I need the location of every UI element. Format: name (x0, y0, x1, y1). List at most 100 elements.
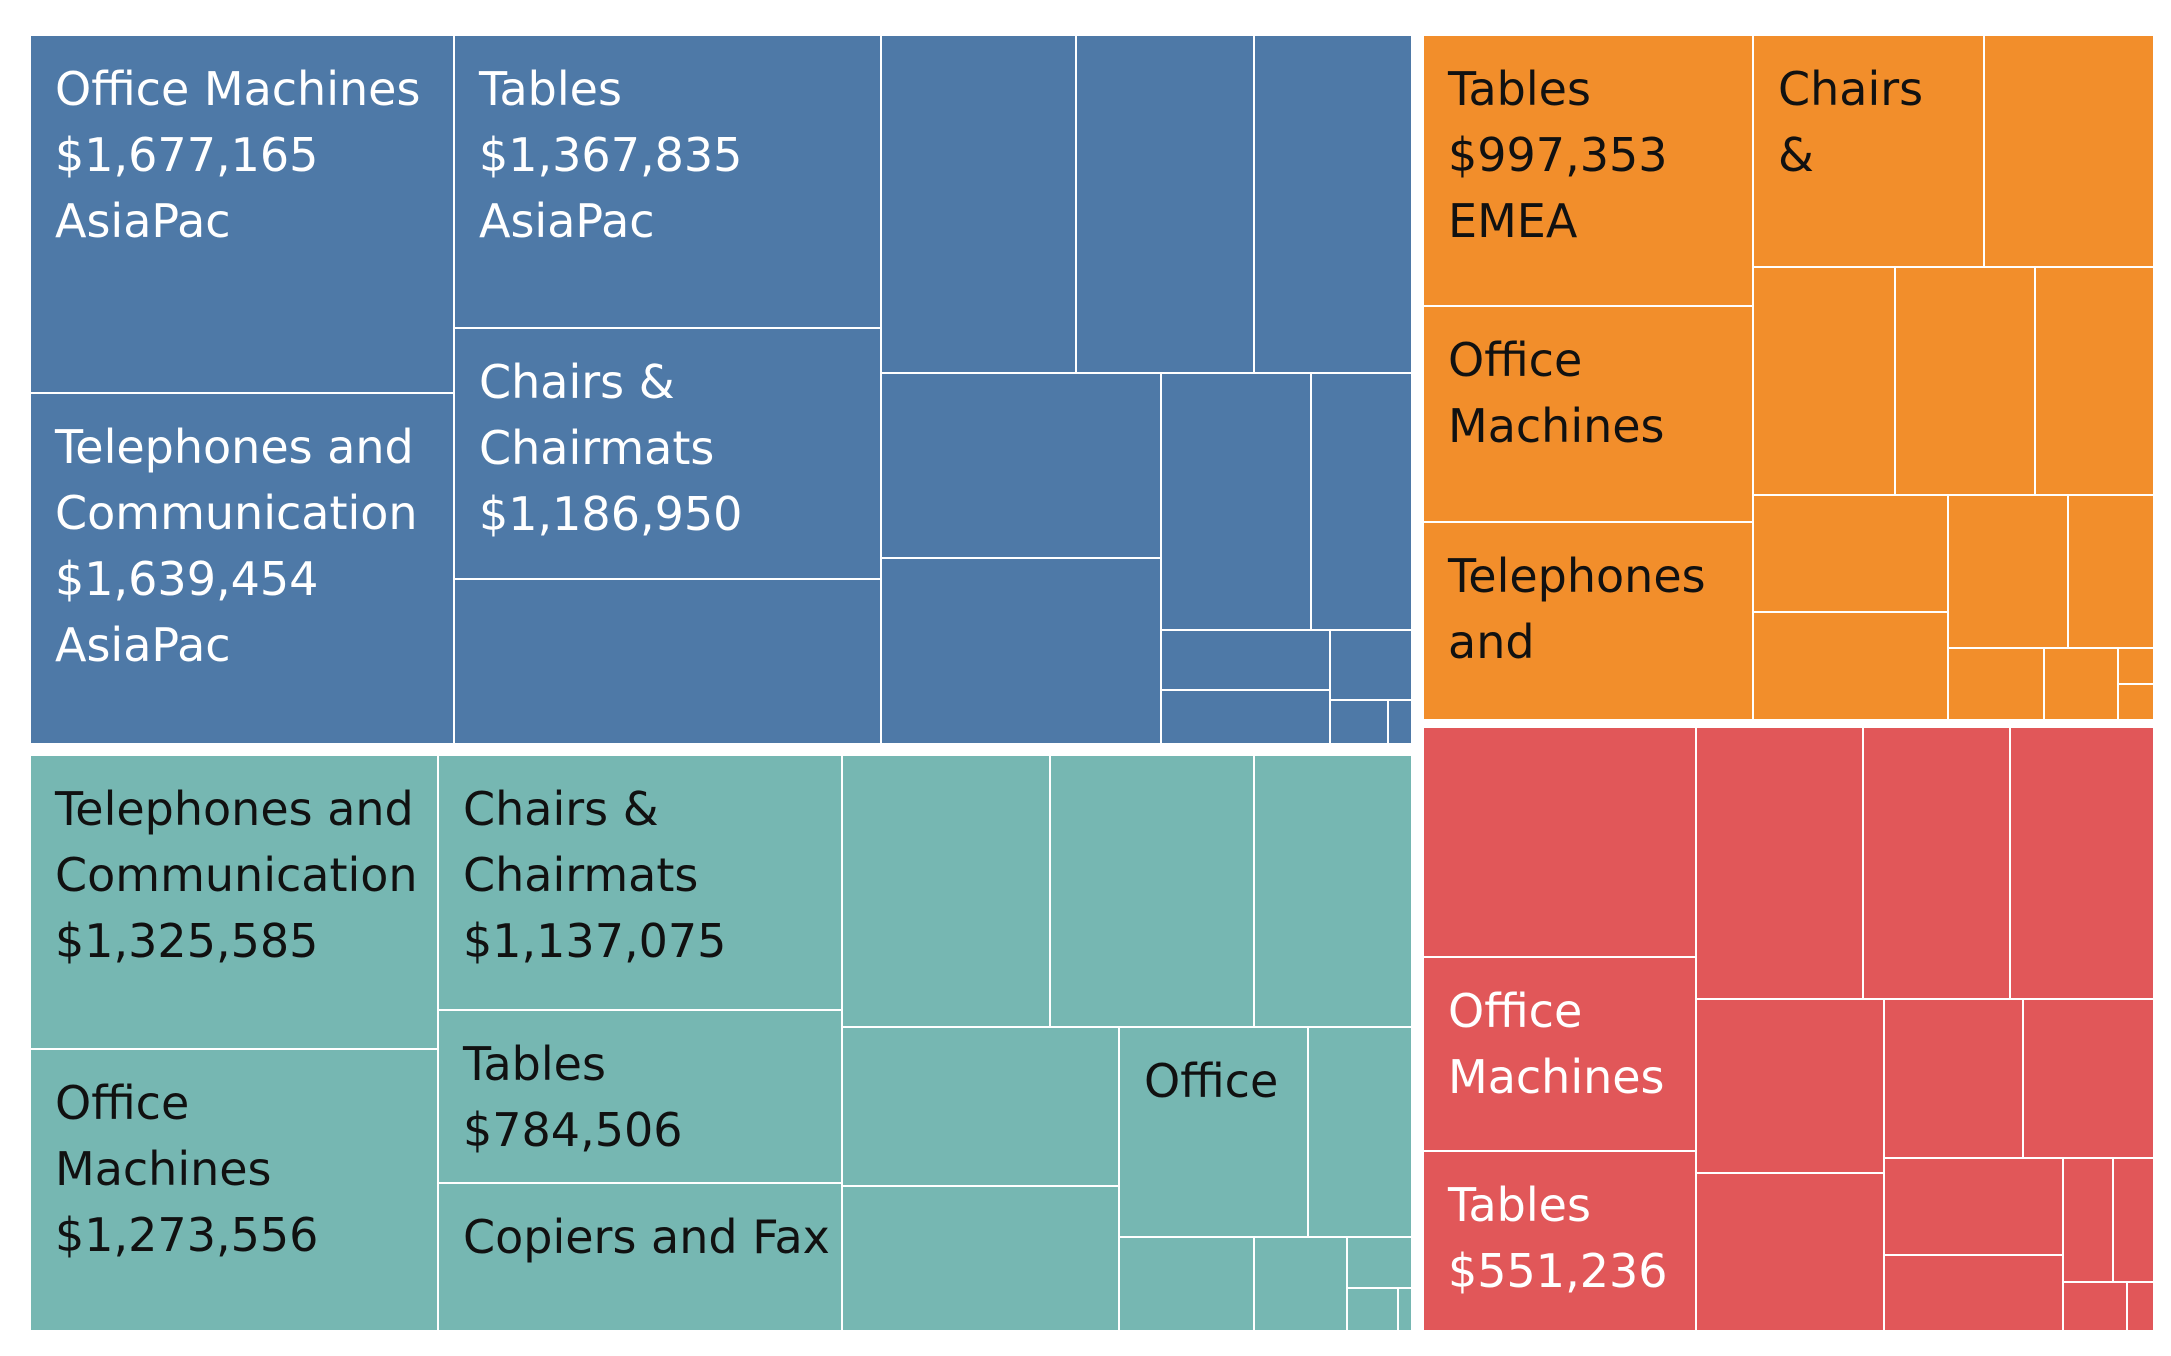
treemap-tile[interactable] (1884, 1255, 2063, 1331)
tile-label-line: $997,353 (1448, 128, 1668, 182)
treemap-tile[interactable] (842, 755, 1050, 1027)
tile-label-line: Telephones (1448, 549, 1706, 603)
tile-label-line: $1,137,075 (463, 914, 727, 968)
treemap-tile[interactable] (1347, 1237, 1412, 1288)
tile-label: Chairs & (1778, 56, 1979, 188)
treemap-tile-chairs-and-chairmats[interactable]: Chairs & (1753, 35, 1984, 267)
treemap-tile[interactable] (2113, 1158, 2154, 1282)
tile-label-line: Office (1448, 984, 1583, 1038)
treemap-tile[interactable] (1696, 1173, 1884, 1331)
tile-label-line: Tables (463, 1037, 606, 1091)
treemap-tile[interactable] (1398, 1288, 1412, 1331)
treemap-tile[interactable] (1388, 700, 1412, 744)
tile-label-line: Machines (1448, 399, 1665, 453)
treemap-tile[interactable] (842, 1027, 1119, 1186)
treemap-tile[interactable] (1161, 373, 1311, 630)
tile-label-line: Chairmats (463, 848, 699, 902)
treemap-tile-chairs-and-chairmats[interactable]: Chairs & Chairmats $1,186,950 (454, 328, 881, 579)
treemap-tile[interactable] (881, 373, 1161, 558)
tile-label-line: $1,639,454 (55, 552, 319, 606)
treemap-tile[interactable] (2010, 727, 2154, 999)
treemap-tile[interactable] (1423, 727, 1696, 957)
treemap-tile[interactable] (2118, 684, 2154, 720)
treemap-tile[interactable] (1948, 648, 2044, 720)
tile-label-line: Telephones and (55, 782, 414, 836)
tile-label-line: Tables (1448, 62, 1591, 116)
treemap-tile-telephones-and-communication[interactable]: Telephones and Communication $1,639,454 Asi… (30, 393, 454, 744)
treemap-tile[interactable] (1884, 999, 2023, 1158)
treemap-tile[interactable] (2063, 1158, 2113, 1282)
treemap-tile-chairs-and-chairmats[interactable]: Chairs & Chairmats $1,137,075 (438, 755, 842, 1010)
treemap-tile[interactable] (1753, 612, 1948, 720)
tile-label: Office Machines (1448, 327, 1748, 459)
tile-label: Telephones and (1448, 543, 1748, 675)
treemap-tile[interactable] (1254, 755, 1412, 1027)
treemap-tile-copiers-and-fax[interactable]: Copiers and Fax (438, 1183, 842, 1331)
treemap-tile[interactable] (1863, 727, 2010, 999)
treemap-tile[interactable] (1895, 267, 2035, 495)
treemap-tile-office-machines[interactable]: Office Machines (1423, 306, 1753, 522)
tile-label-line: $1,367,835 (479, 128, 743, 182)
tile-label-line: $784,506 (463, 1103, 683, 1157)
treemap-tile[interactable] (2068, 495, 2154, 648)
tile-label: Office Machines $1,273,556 (55, 1070, 433, 1268)
treemap-tile[interactable] (1753, 267, 1895, 495)
treemap-tile[interactable] (2127, 1282, 2154, 1331)
tile-label-line: Copiers and Fax (463, 1210, 830, 1264)
tile-label-line: Communication (55, 848, 418, 902)
treemap-tile-tables[interactable]: Tables $551,236 (1423, 1151, 1696, 1331)
treemap-tile[interactable] (1254, 1237, 1347, 1331)
treemap-tile-tables[interactable]: Tables $1,367,835 AsiaPac (454, 35, 881, 328)
treemap-tile-tables[interactable]: Tables $784,506 (438, 1010, 842, 1183)
treemap-tile[interactable] (881, 558, 1161, 744)
treemap-tile[interactable] (1696, 727, 1863, 999)
treemap-tile[interactable] (1753, 495, 1948, 612)
treemap-tile[interactable] (1984, 35, 2154, 267)
treemap-tile[interactable] (2044, 648, 2118, 720)
tile-label-line: Machines (55, 1142, 272, 1196)
tile-label-line: AsiaPac (479, 194, 655, 248)
tile-label-line: EMEA (1448, 194, 1578, 248)
treemap-tile[interactable] (1254, 35, 1412, 373)
treemap-tile[interactable] (1884, 1158, 2063, 1255)
tile-label-line: $1,273,556 (55, 1208, 319, 1262)
treemap-tile[interactable] (1330, 630, 1412, 700)
tile-label-line: $1,186,950 (479, 487, 743, 541)
treemap-tile[interactable] (2063, 1282, 2127, 1331)
treemap-tile[interactable] (1050, 755, 1254, 1027)
treemap-tile[interactable] (1161, 630, 1330, 690)
treemap-tile[interactable] (1308, 1027, 1412, 1237)
treemap-tile-office-machines[interactable]: Office Machines $1,677,165 AsiaPac (30, 35, 454, 393)
treemap-tile[interactable] (1311, 373, 1412, 630)
treemap-tile[interactable] (1161, 690, 1330, 744)
treemap-tile[interactable] (1948, 495, 2068, 648)
tile-label: Telephones and Communication $1,639,454 Asi… (55, 414, 449, 678)
treemap-tile-telephones-and-communication[interactable]: Telephones and (1423, 522, 1753, 720)
treemap-tile[interactable] (842, 1186, 1119, 1331)
treemap-tile[interactable] (1696, 999, 1884, 1173)
treemap-tile-office[interactable]: Office (1119, 1027, 1308, 1237)
tile-label-line: and (1448, 615, 1535, 669)
tile-label: Chairs & Chairmats $1,137,075 (463, 776, 837, 974)
treemap-tile[interactable] (1347, 1288, 1398, 1331)
tile-label: Telephones and Communication $1,325,585 (55, 776, 433, 974)
treemap-tile[interactable] (1119, 1237, 1254, 1331)
treemap-tile[interactable] (2023, 999, 2154, 1158)
treemap-tile-tables[interactable]: Tables $997,353 EMEA (1423, 35, 1753, 306)
treemap-tile[interactable] (881, 35, 1076, 373)
treemap-tile[interactable] (2118, 648, 2154, 684)
treemap-tile-office-machines[interactable]: Office Machines (1423, 957, 1696, 1151)
treemap-tile-telephones-and-communication[interactable]: Telephones and Communication $1,325,585 (30, 755, 438, 1049)
tile-label-line: Tables (1448, 1178, 1591, 1232)
treemap-tile[interactable] (2035, 267, 2154, 495)
tile-label-line: AsiaPac (55, 194, 231, 248)
treemap-tile[interactable] (454, 579, 881, 744)
tile-label-line: Chairs (1778, 62, 1924, 116)
tile-label: Chairs & Chairmats $1,186,950 (479, 349, 876, 547)
tile-label-line: $1,325,585 (55, 914, 319, 968)
treemap-tile[interactable] (1076, 35, 1254, 373)
tile-label-line: Office (1448, 333, 1583, 387)
treemap-tile[interactable] (1330, 700, 1388, 744)
tile-label-line: Machines (1448, 1050, 1665, 1104)
treemap-tile-office-machines[interactable]: Office Machines $1,273,556 (30, 1049, 438, 1331)
